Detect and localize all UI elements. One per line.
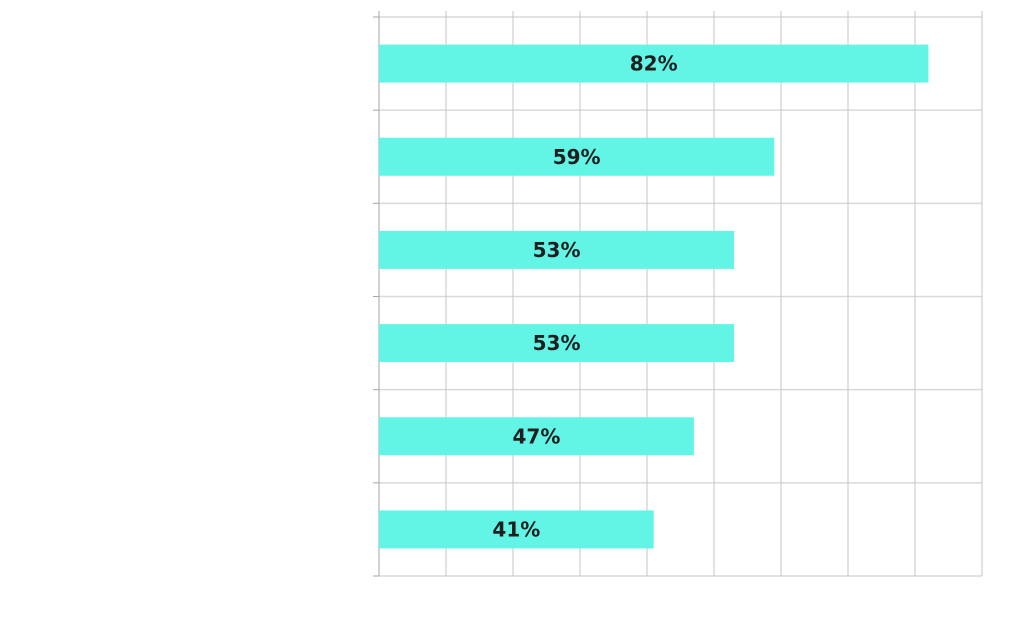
bar xyxy=(379,510,654,549)
bar-value-label: 82% xyxy=(630,52,678,76)
bar-value-label: 41% xyxy=(492,517,540,541)
bar xyxy=(379,324,735,363)
bar xyxy=(379,417,694,456)
bar xyxy=(379,137,775,176)
bar-value-label: 47% xyxy=(513,424,561,448)
bar-value-label: 59% xyxy=(553,145,601,169)
bar xyxy=(379,44,929,83)
bar xyxy=(379,230,735,269)
bar-value-label: 53% xyxy=(533,331,581,355)
bar-value-label: 53% xyxy=(533,238,581,262)
